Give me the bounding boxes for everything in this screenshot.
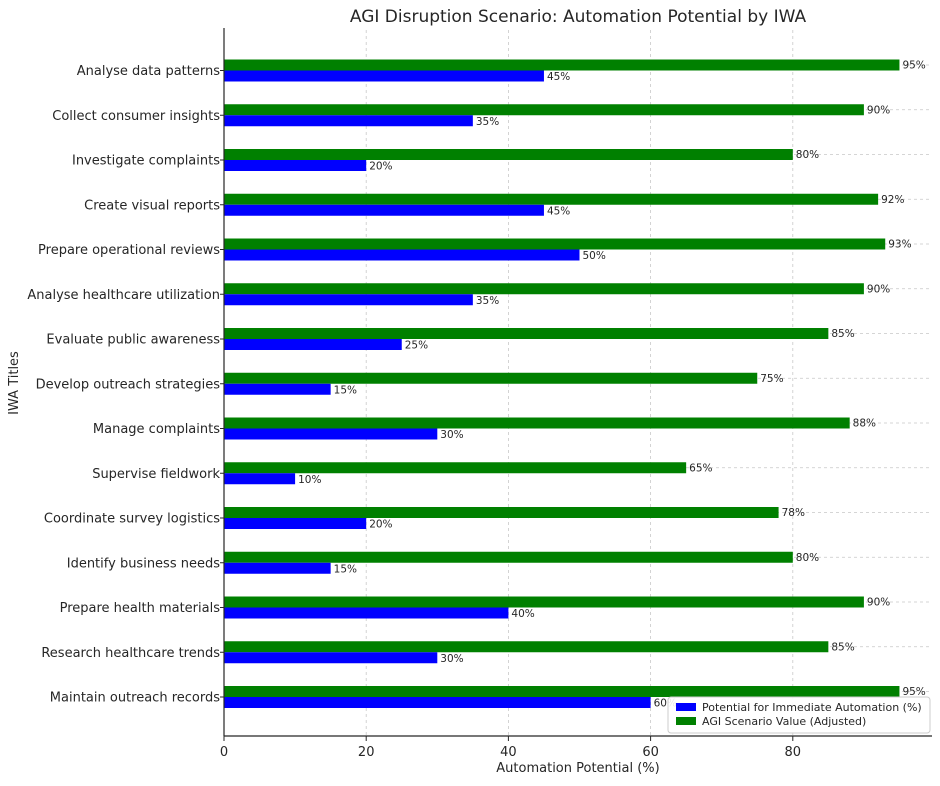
data-label-immediate: 35% bbox=[476, 295, 499, 307]
x-axis-label: Automation Potential (%) bbox=[496, 761, 659, 776]
bar-immediate-automation bbox=[224, 697, 651, 708]
data-label-immediate: 25% bbox=[405, 340, 428, 352]
bar-agi-scenario bbox=[224, 104, 864, 116]
bar-immediate-automation bbox=[224, 473, 296, 485]
data-label-immediate: 10% bbox=[298, 474, 321, 486]
y-category-label: Coordinate survey logistics bbox=[44, 512, 220, 527]
bar-immediate-automation bbox=[224, 249, 580, 261]
bar-immediate-automation bbox=[224, 518, 367, 529]
data-label-agi: 88% bbox=[853, 418, 876, 430]
legend-swatch bbox=[676, 717, 696, 725]
bars-group bbox=[224, 59, 900, 708]
data-label-agi: 90% bbox=[867, 597, 890, 609]
data-label-agi: 93% bbox=[888, 239, 911, 251]
bar-immediate-automation bbox=[224, 607, 509, 619]
bar-immediate-automation bbox=[224, 70, 544, 82]
y-category-label: Research healthcare trends bbox=[41, 646, 220, 661]
data-label-agi: 75% bbox=[760, 373, 783, 385]
bar-agi-scenario bbox=[224, 328, 829, 339]
data-label-immediate: 15% bbox=[334, 384, 357, 396]
y-category-label: Supervise fieldwork bbox=[92, 467, 220, 482]
y-category-label: Create visual reports bbox=[84, 198, 220, 213]
legend-swatch bbox=[676, 703, 696, 711]
data-label-agi: 85% bbox=[831, 328, 854, 340]
data-label-agi: 92% bbox=[881, 194, 904, 206]
data-label-agi: 80% bbox=[796, 552, 819, 564]
data-labels-group: 95% 45% 90% 35% 80% 20% 92% 45% 93% 50% 90% 35% 85% 2… bbox=[298, 60, 926, 710]
data-label-agi: 85% bbox=[831, 641, 854, 653]
bar-agi-scenario bbox=[224, 59, 900, 71]
data-label-agi: 65% bbox=[689, 462, 712, 474]
y-category-label: Prepare operational reviews bbox=[38, 243, 220, 258]
data-label-immediate: 35% bbox=[476, 116, 499, 128]
bar-agi-scenario bbox=[224, 238, 886, 250]
bar-immediate-automation bbox=[224, 204, 544, 216]
bar-immediate-automation bbox=[224, 383, 331, 395]
bar-immediate-automation bbox=[224, 339, 402, 350]
x-tick-label: 0 bbox=[220, 745, 228, 760]
y-category-label: Maintain outreach records bbox=[50, 691, 220, 706]
bar-immediate-automation bbox=[224, 115, 473, 127]
data-label-agi: 90% bbox=[867, 283, 890, 295]
data-label-immediate: 45% bbox=[547, 205, 570, 217]
bar-agi-scenario bbox=[224, 641, 829, 653]
data-label-immediate: 20% bbox=[369, 161, 392, 173]
legend-entry-label: Potential for Immediate Automation (%) bbox=[702, 701, 922, 714]
data-label-immediate: 40% bbox=[511, 608, 534, 620]
bar-agi-scenario bbox=[224, 193, 879, 205]
legend: Potential for Immediate Automation (%)AG… bbox=[667, 696, 931, 734]
legend-entry-label: AGI Scenario Value (Adjusted) bbox=[702, 715, 866, 728]
y-category-label: Collect consumer insights bbox=[52, 109, 220, 124]
y-category-label: Analyse healthcare utilization bbox=[27, 288, 220, 303]
bar-agi-scenario bbox=[224, 596, 864, 608]
y-category-label: Evaluate public awareness bbox=[46, 333, 220, 348]
x-tick-label: 80 bbox=[785, 745, 802, 760]
bar-agi-scenario bbox=[224, 372, 758, 384]
y-category-label: Manage complaints bbox=[93, 422, 220, 437]
y-category-label: Develop outreach strategies bbox=[36, 377, 221, 392]
bar-agi-scenario bbox=[224, 417, 850, 429]
data-label-agi: 90% bbox=[867, 104, 890, 116]
data-label-immediate: 15% bbox=[334, 563, 357, 575]
data-label-agi: 80% bbox=[796, 149, 819, 161]
y-category-label: Identify business needs bbox=[67, 556, 220, 571]
y-category-label: Prepare health materials bbox=[60, 601, 221, 616]
bar-agi-scenario bbox=[224, 686, 900, 697]
x-tick-label: 40 bbox=[500, 745, 517, 760]
x-tick-label: 60 bbox=[642, 745, 659, 760]
data-label-agi: 78% bbox=[782, 507, 805, 519]
data-label-immediate: 50% bbox=[583, 250, 606, 262]
bar-immediate-automation bbox=[224, 562, 331, 574]
y-category-label: Analyse data patterns bbox=[77, 64, 220, 79]
y-axis-label: IWA Titles bbox=[7, 351, 22, 415]
bar-immediate-automation bbox=[224, 294, 473, 306]
data-label-agi: 95% bbox=[902, 60, 925, 72]
data-label-agi: 95% bbox=[902, 686, 925, 698]
chart-title: AGI Disruption Scenario: Automation Pote… bbox=[350, 7, 807, 27]
data-label-immediate: 20% bbox=[369, 519, 392, 531]
bar-agi-scenario bbox=[224, 149, 793, 160]
bar-immediate-automation bbox=[224, 160, 367, 171]
bar-immediate-automation bbox=[224, 652, 438, 664]
data-label-immediate: 45% bbox=[547, 71, 570, 83]
bar-agi-scenario bbox=[224, 551, 793, 563]
data-label-immediate: 30% bbox=[440, 653, 463, 665]
bar-agi-scenario bbox=[224, 283, 864, 295]
x-tick-label: 20 bbox=[358, 745, 375, 760]
legend-box bbox=[667, 696, 931, 734]
y-category-label: Investigate complaints bbox=[72, 154, 220, 169]
bar-agi-scenario bbox=[224, 507, 779, 518]
data-label-immediate: 30% bbox=[440, 429, 463, 441]
bar-immediate-automation bbox=[224, 428, 438, 440]
axes: 0 20 40 60 80 Analyse data patterns Collect co… bbox=[27, 28, 932, 760]
bar-agi-scenario bbox=[224, 462, 687, 474]
